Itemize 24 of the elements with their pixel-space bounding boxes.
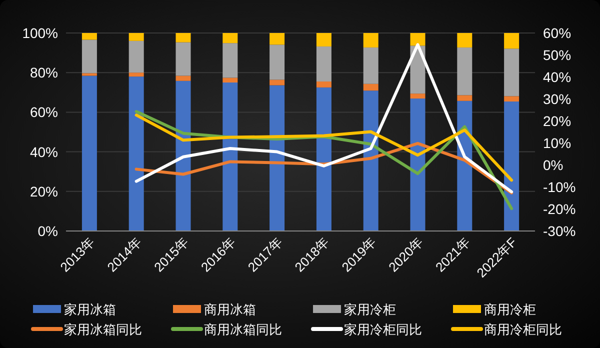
- y-tick-label: 0%: [38, 223, 58, 239]
- legend-label: 商用冰箱: [204, 302, 256, 317]
- y-tick-label: 40%: [30, 144, 58, 160]
- legend-label: 家用冷柜: [344, 302, 396, 317]
- y-tick-label: 100%: [22, 25, 58, 41]
- y2-tick-label: 30%: [543, 91, 572, 107]
- legend-label: 商用冷柜同比: [484, 322, 562, 337]
- legend-label: 家用冰箱同比: [64, 322, 142, 337]
- legend-label: 商用冷柜: [484, 302, 536, 317]
- y2-tick-label: -20%: [543, 201, 576, 217]
- legend-label: 商用冰箱同比: [204, 322, 282, 337]
- y-tick-label: 20%: [30, 183, 58, 200]
- y2-tick-label: 40%: [543, 69, 572, 85]
- y2-tick-label: 20%: [543, 113, 572, 129]
- y2-tick-label: 60%: [543, 25, 572, 41]
- y2-tick-label: -30%: [543, 223, 576, 239]
- legend-label: 家用冰箱: [64, 302, 116, 317]
- y-tick-label: 80%: [30, 64, 58, 81]
- legend-label: 家用冷柜同比: [344, 322, 422, 337]
- y2-tick-label: 0%: [543, 157, 564, 173]
- y2-tick-label: 10%: [543, 135, 572, 151]
- y-tick-label: 60%: [30, 104, 58, 120]
- y2-tick-label: -10%: [543, 179, 576, 195]
- y2-tick-label: 50%: [543, 47, 572, 63]
